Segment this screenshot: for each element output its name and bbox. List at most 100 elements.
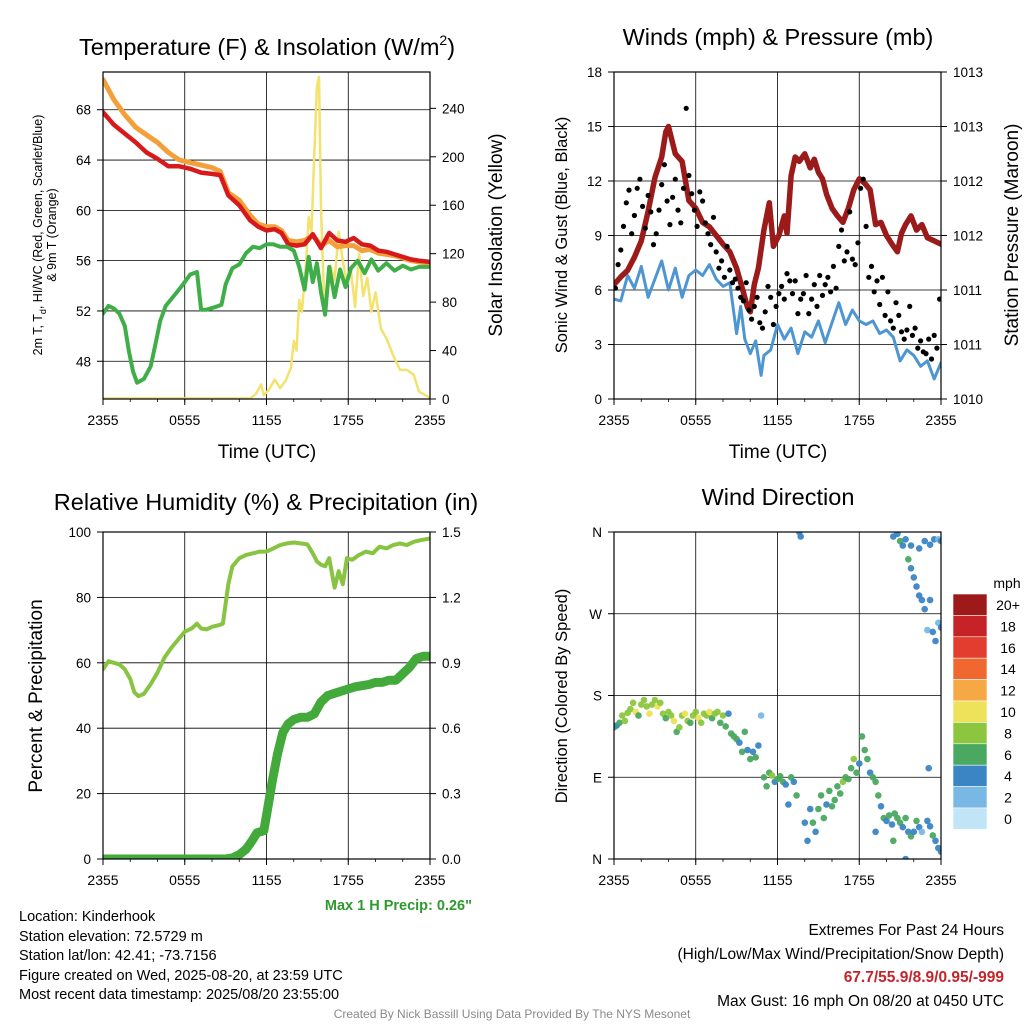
y-tick-label-left: 60 (76, 203, 91, 218)
wind-direction-point (890, 837, 897, 845)
y-tick-label-right: 120 (442, 247, 465, 262)
wind-direction-point (915, 545, 923, 552)
gust-point (838, 227, 845, 233)
gust-point (645, 192, 651, 199)
gust-point (890, 325, 896, 331)
y-tick-label-right: 0 (442, 392, 450, 407)
x-tick-label: 1755 (844, 412, 875, 428)
wind-direction-point (741, 728, 749, 736)
gust-point (926, 336, 932, 342)
legend-label: 16 (1000, 640, 1016, 656)
gust-point (648, 209, 654, 215)
gust-point (743, 280, 749, 286)
legend-swatch (952, 657, 988, 680)
wind-direction-point (836, 790, 844, 797)
y-tick-label-left: 0 (83, 852, 91, 867)
gust-point (710, 214, 717, 220)
wind-direction-point (921, 605, 928, 613)
x-tick-label: 0555 (169, 872, 200, 888)
wind-direction-point (828, 803, 836, 810)
legend-label: 18 (1000, 618, 1016, 634)
y-tick-label-left: N (592, 525, 602, 540)
y-tick-label-left: 18 (587, 65, 602, 80)
legend-label: 0 (1004, 811, 1012, 827)
speed-legend: 20+ 18 16 14 12 10 8 6 4 2 0 (952, 593, 1020, 830)
gust-point (708, 242, 714, 248)
gust-point (855, 240, 861, 246)
x-tick-label: 1155 (762, 412, 792, 428)
gust-point (705, 231, 711, 237)
wind-direction-point (815, 805, 822, 813)
wind-direction-grid (614, 532, 941, 859)
gust-point (814, 303, 820, 309)
gust-point (746, 307, 752, 313)
wind-direction-point (929, 628, 937, 636)
y-tick-label-left: S (593, 689, 602, 704)
gust-point (770, 321, 777, 328)
wind-direction-point (885, 812, 893, 819)
y-tick-label-right: 1011 (953, 338, 982, 353)
y-tick-label-left: 80 (76, 590, 91, 605)
wind-direction-point (681, 710, 689, 717)
recent-data-timestamp: Most recent data timestamp: 2025/08/20 2… (19, 987, 340, 1004)
wind-direction-point (924, 626, 931, 634)
x-tick-label: 1755 (333, 872, 364, 888)
wind-direction-point (890, 533, 897, 540)
y-tick-label-left: 9 (594, 229, 602, 244)
y-tick-label-left: 20 (76, 787, 91, 802)
gust-point (738, 294, 744, 300)
y-tick-label-left: 48 (76, 354, 91, 369)
legend-label: 2 (1004, 790, 1012, 806)
gust-point (620, 223, 627, 229)
gust-point (689, 191, 695, 197)
wind-direction-point (910, 828, 918, 836)
humidity-y-label-left: Percent & Precipitation (26, 599, 47, 792)
wind-direction-point (831, 796, 838, 804)
x-tick-label: 2355 (925, 412, 956, 428)
legend-label: 8 (1004, 725, 1012, 741)
gust-point (784, 271, 790, 277)
legend-label: 10 (1000, 704, 1016, 720)
y-tick-label-left: 15 (587, 120, 602, 135)
gust-point (618, 247, 624, 253)
wind-direction-point (918, 596, 926, 604)
x-tick-label: 1155 (251, 872, 281, 888)
gust-point (650, 242, 657, 248)
wind-direction-point (856, 760, 863, 767)
gust-point (828, 289, 834, 295)
wind-direction-point (932, 837, 939, 845)
winds-x-label: Time (UTC) (729, 442, 828, 463)
max-gust: Max Gust: 16 mph On 08/20 at 0450 UTC (717, 992, 1004, 1010)
wind-direction-point (749, 748, 757, 756)
gust-point (757, 320, 763, 326)
gust-point (691, 207, 698, 213)
wind-direction-point (858, 733, 866, 740)
wind-direction-point (629, 699, 637, 707)
wind-direction-axes: 2355 0555 1155 1755 2355 N E S W N (589, 525, 957, 888)
gust-point (795, 311, 801, 317)
gust-point (697, 189, 703, 195)
wind-direction-point (823, 801, 830, 808)
winds-panel: Winds (mph) & Pressure (mb) 2355 0555 1155… (553, 24, 1023, 463)
wind-direction-point (820, 814, 828, 822)
gust-point (776, 291, 782, 297)
wind-direction-point (782, 781, 789, 788)
y-tick-label-left: 6 (594, 283, 602, 298)
precipitation-line (103, 651, 430, 859)
y-tick-label-right: 1013 (953, 65, 983, 80)
gust-point (762, 309, 768, 315)
pressure-line (614, 123, 941, 315)
dewpoint-line (103, 242, 430, 385)
y-tick-label-left: 60 (76, 656, 91, 671)
gust-point (754, 294, 760, 300)
temperature-axes: 2355 0555 1155 1755 2355 48 52 56 60 64 68 0 40 80 120… (76, 101, 465, 428)
wind-direction-point (763, 783, 770, 790)
gust-point (629, 231, 635, 237)
gust-point (868, 263, 875, 269)
gust-point (727, 267, 733, 273)
y-tick-label-right: 240 (442, 101, 465, 116)
y-tick-label-right: 0.6 (442, 721, 461, 736)
gust-point (809, 296, 815, 302)
gust-point (664, 198, 670, 204)
